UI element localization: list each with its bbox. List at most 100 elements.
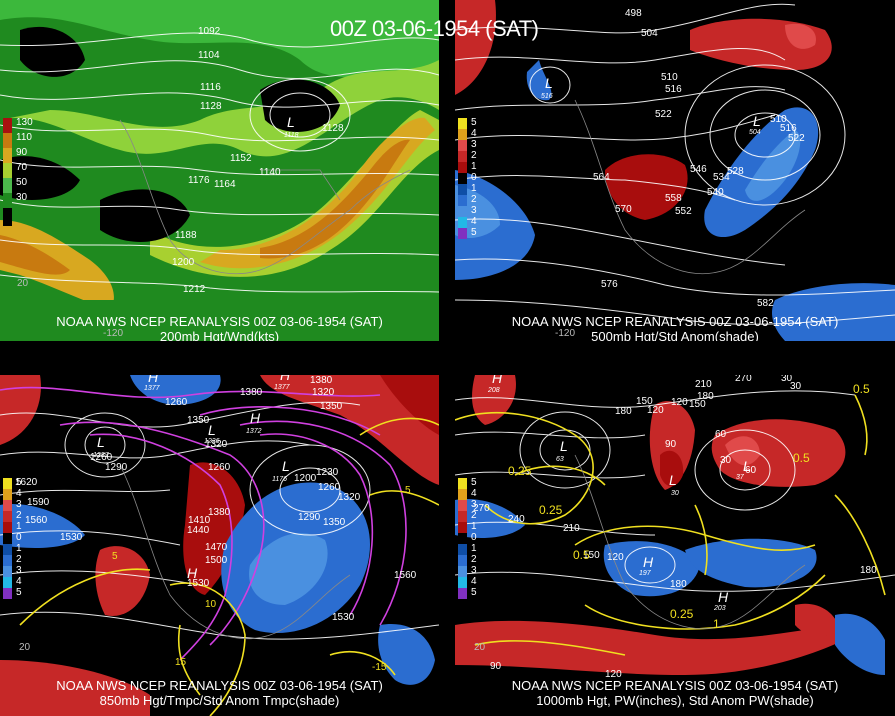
svg-text:1260: 1260 — [318, 482, 341, 493]
svg-text:180: 180 — [615, 406, 632, 417]
svg-text:H: H — [718, 589, 729, 605]
svg-text:558: 558 — [665, 193, 682, 204]
svg-text:1260: 1260 — [90, 452, 113, 463]
svg-text:150: 150 — [636, 396, 653, 407]
svg-text:1200: 1200 — [172, 257, 195, 268]
svg-text:1290: 1290 — [298, 512, 321, 523]
legend-850mb: 5 4 3 2 1 0 1 2 3 4 5 — [3, 478, 22, 599]
svg-text:576: 576 — [601, 279, 618, 290]
svg-text:498: 498 — [625, 8, 642, 19]
svg-text:30: 30 — [790, 381, 802, 392]
svg-text:L: L — [560, 438, 568, 454]
svg-text:37: 37 — [736, 474, 745, 481]
svg-text:0.5: 0.5 — [853, 382, 870, 396]
map-200mb: 1092 1104 1116 1128 1128 1152 1140 1176 … — [0, 0, 439, 341]
svg-text:1212: 1212 — [183, 284, 206, 295]
svg-text:150: 150 — [583, 550, 600, 561]
svg-text:1176: 1176 — [188, 175, 210, 186]
svg-text:1410: 1410 — [188, 515, 211, 526]
svg-text:30: 30 — [781, 375, 793, 384]
caption-line1: NOAA NWS NCEP REANALYSIS 00Z 03-06-1954 … — [56, 678, 383, 693]
svg-text:0.5: 0.5 — [793, 451, 810, 465]
svg-text:-120: -120 — [555, 328, 575, 339]
svg-text:120: 120 — [605, 669, 622, 680]
svg-text:15: 15 — [175, 657, 187, 668]
svg-text:1380: 1380 — [240, 387, 263, 398]
svg-text:1620: 1620 — [15, 477, 38, 488]
svg-text:1560: 1560 — [394, 570, 417, 581]
panel-200mb: 1092 1104 1116 1128 1128 1152 1140 1176 … — [0, 0, 439, 341]
panel-1000mb: 270 30 30 210 180 150 120 180 150 120 90… — [455, 375, 895, 716]
svg-text:60: 60 — [745, 465, 757, 476]
caption-200mb: NOAA NWS NCEP REANALYSIS 00Z 03-06-1954 … — [0, 314, 439, 341]
svg-text:1164: 1164 — [214, 179, 236, 190]
svg-text:1290: 1290 — [105, 462, 128, 473]
svg-text:534: 534 — [713, 172, 730, 183]
svg-text:1560: 1560 — [25, 515, 48, 526]
svg-text:1500: 1500 — [205, 555, 228, 566]
svg-text:180: 180 — [697, 391, 714, 402]
svg-text:H: H — [187, 565, 198, 581]
legend-200mb: 130 110 90 70 50 30 — [3, 118, 33, 226]
svg-text:30: 30 — [671, 490, 679, 497]
svg-text:1530: 1530 — [60, 532, 83, 543]
svg-text:1320: 1320 — [312, 387, 335, 398]
svg-text:20: 20 — [474, 642, 486, 653]
caption-1000mb: NOAA NWS NCEP REANALYSIS 00Z 03-06-1954 … — [455, 678, 895, 708]
panel-500mb: 498 504 510 516 522 564 570 546 540 558 … — [455, 0, 895, 341]
caption-line2: 850mb Hgt/Tmpc/Std Anom Tmpc(shade) — [99, 693, 340, 708]
svg-text:522: 522 — [788, 133, 805, 144]
svg-text:0.25: 0.25 — [670, 607, 694, 621]
svg-text:20: 20 — [19, 642, 31, 653]
svg-text:H: H — [148, 375, 159, 385]
svg-text:203: 203 — [713, 605, 726, 612]
panel-850mb: 1620 1590 1560 1530 1260 1290 1260 1350 … — [0, 375, 439, 716]
svg-text:1200: 1200 — [294, 473, 317, 484]
svg-text:1530: 1530 — [332, 612, 355, 623]
svg-text:1590: 1590 — [27, 497, 50, 508]
svg-text:20: 20 — [17, 278, 29, 289]
svg-text:1230: 1230 — [316, 467, 339, 478]
caption-850mb: NOAA NWS NCEP REANALYSIS 00Z 03-06-1954 … — [0, 678, 439, 708]
map-500mb: 498 504 510 516 522 564 570 546 540 558 … — [455, 0, 895, 341]
svg-text:180: 180 — [860, 565, 877, 576]
svg-text:540: 540 — [707, 187, 724, 198]
caption-line2: 500mb Hgt/Std Anom(shade) — [591, 329, 759, 341]
svg-text:H: H — [492, 375, 503, 386]
svg-text:10: 10 — [205, 599, 217, 610]
svg-text:1377: 1377 — [144, 385, 161, 392]
svg-text:270: 270 — [735, 375, 752, 384]
svg-text:L: L — [208, 422, 216, 438]
svg-text:1440: 1440 — [187, 525, 210, 536]
svg-text:5: 5 — [405, 485, 411, 496]
svg-text:1377: 1377 — [274, 384, 291, 391]
svg-text:510: 510 — [661, 72, 678, 83]
svg-text:120: 120 — [671, 397, 688, 408]
svg-text:240: 240 — [508, 514, 525, 525]
svg-text:30: 30 — [720, 455, 732, 466]
svg-text:208: 208 — [487, 387, 500, 394]
svg-text:1530: 1530 — [187, 578, 210, 589]
svg-text:516: 516 — [541, 93, 553, 100]
svg-text:H: H — [250, 410, 261, 426]
caption-line1: NOAA NWS NCEP REANALYSIS 00Z 03-06-1954 … — [511, 678, 839, 693]
svg-text:210: 210 — [563, 523, 580, 534]
svg-text:1350: 1350 — [323, 517, 346, 528]
svg-text:1372: 1372 — [246, 428, 262, 435]
svg-text:528: 528 — [727, 166, 744, 177]
map-850mb: 1620 1590 1560 1530 1260 1290 1260 1350 … — [0, 375, 439, 716]
caption-500mb: NOAA NWS NCEP REANALYSIS 00Z 03-06-1954 … — [455, 314, 895, 341]
svg-text:1152: 1152 — [230, 153, 252, 164]
svg-text:120: 120 — [647, 405, 664, 416]
svg-text:L: L — [669, 472, 677, 488]
svg-text:582: 582 — [757, 298, 774, 309]
svg-text:120: 120 — [607, 552, 624, 563]
svg-text:516: 516 — [780, 123, 797, 134]
svg-text:522: 522 — [655, 109, 672, 120]
svg-text:1188: 1188 — [175, 230, 197, 241]
svg-text:516: 516 — [665, 84, 682, 95]
svg-text:L: L — [743, 458, 751, 474]
caption-line1: NOAA NWS NCEP REANALYSIS 00Z 03-06-1954 … — [511, 314, 839, 329]
svg-text:0.25: 0.25 — [508, 464, 532, 478]
svg-text:1380: 1380 — [310, 375, 333, 386]
